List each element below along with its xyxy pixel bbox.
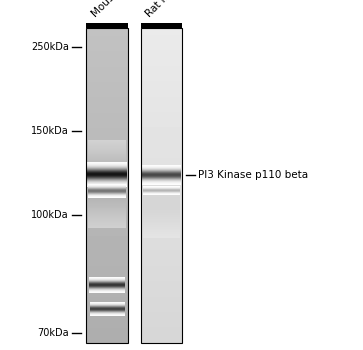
Text: 150kDa: 150kDa (31, 126, 69, 136)
Bar (141, 23, 183, 28)
Text: PI3 Kinase p110 beta: PI3 Kinase p110 beta (198, 170, 308, 180)
Text: 70kDa: 70kDa (37, 328, 69, 337)
Text: Mouse placenta: Mouse placenta (90, 0, 155, 19)
Bar (141, 28, 183, 343)
Bar (86, 28, 128, 343)
Text: Rat lung: Rat lung (144, 0, 182, 19)
Text: 250kDa: 250kDa (31, 42, 69, 52)
Bar (86, 23, 128, 28)
Text: 100kDa: 100kDa (31, 210, 69, 220)
